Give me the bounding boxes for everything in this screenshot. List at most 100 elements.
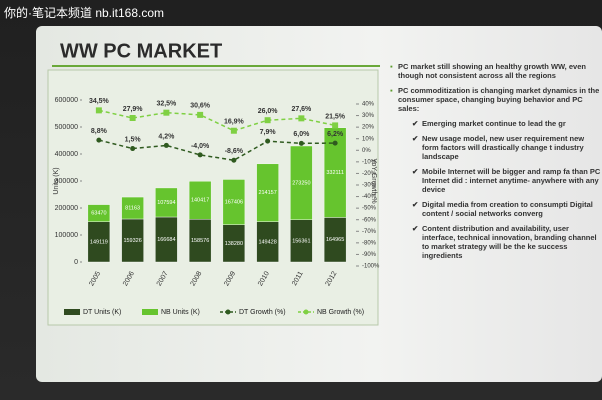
y2-tick-label: 40% <box>362 102 375 108</box>
sub-bullet: Mobile Internet will be bigger and ramp … <box>412 167 602 194</box>
y2-tick-label: -90% <box>362 252 377 258</box>
site-header: 你的·笔记本频道 nb.it168.com <box>4 6 165 20</box>
y2-tick-label: 10% <box>362 136 375 142</box>
sub-bullet: Content distribution and availability, u… <box>412 224 602 260</box>
chart-frame <box>47 69 379 326</box>
bullet: PC commoditization is changing market dy… <box>390 86 602 113</box>
marker <box>163 142 169 148</box>
y2-tick-label: -100% <box>362 264 380 270</box>
y2-tick-label: -50% <box>362 206 377 212</box>
bar-label: 140417 <box>191 198 209 204</box>
y2-tick-label: -30% <box>362 183 377 189</box>
y2-tick-label: 30% <box>362 113 375 119</box>
marker <box>264 117 271 124</box>
sub-bullet: Digital media from creation to consumpti… <box>412 200 602 218</box>
y2-tick-label: -60% <box>362 217 377 223</box>
bar-label: 158576 <box>191 238 209 244</box>
bar-label: 81163 <box>125 205 140 211</box>
y2-tick-label: -20% <box>362 171 377 177</box>
y-tick-label: 200000 <box>55 205 78 212</box>
bullet: PC market still showing an healthy growt… <box>390 62 602 80</box>
marker <box>298 115 305 122</box>
growth-label: 4,2% <box>158 133 175 140</box>
bar <box>155 187 178 218</box>
sub-bullet: New usage model, new user requirement ne… <box>412 134 602 161</box>
bar-label: 138280 <box>225 241 243 247</box>
y2-tick-label: -10% <box>362 159 377 165</box>
marker <box>197 111 204 118</box>
growth-label: 27,6% <box>291 106 312 113</box>
growth-label: 6,0% <box>293 131 310 138</box>
y-tick-label: 600000 <box>55 97 78 104</box>
bar-label: 63470 <box>91 211 106 217</box>
marker <box>265 138 271 144</box>
legend-label: NB Units (K) <box>161 309 200 316</box>
growth-label: 21,5% <box>325 113 346 120</box>
growth-label: 30,6% <box>190 103 211 110</box>
growth-label: 27,9% <box>123 106 144 113</box>
bar-label: 107594 <box>157 200 175 206</box>
bar-label: 149428 <box>258 239 276 245</box>
y-tick-label: 400000 <box>55 151 78 158</box>
marker <box>163 109 170 116</box>
y2-axis-label: YoY Growth % <box>370 158 377 203</box>
marker <box>231 157 237 163</box>
marker <box>332 140 338 146</box>
bar-label: 159326 <box>123 238 141 244</box>
marker <box>96 137 102 143</box>
marker <box>130 146 136 152</box>
y-tick-label: 500000 <box>55 124 78 131</box>
chart-title: WW PC MARKET <box>60 40 222 62</box>
marker <box>298 140 304 146</box>
bar-label: 167406 <box>225 200 243 206</box>
bar <box>87 204 111 222</box>
y-tick-label: 100000 <box>55 232 78 239</box>
growth-label: 1,5% <box>125 136 142 143</box>
bar <box>222 179 246 225</box>
growth-label: 6,2% <box>327 131 344 138</box>
y-tick-label: 300000 <box>55 178 78 185</box>
bar <box>290 145 313 220</box>
growth-label: -4,0% <box>191 143 210 150</box>
legend-label: NB Growth (%) <box>317 309 364 316</box>
bar-label: 156361 <box>292 238 310 244</box>
legend-label: DT Growth (%) <box>239 309 286 316</box>
growth-label: 34,5% <box>89 98 110 105</box>
growth-line <box>98 139 336 162</box>
marker <box>129 115 136 122</box>
bar-label: 214157 <box>258 190 276 196</box>
sub-bullet: Emerging market continue to lead the gr <box>412 119 602 128</box>
growth-label: -8,6% <box>225 148 244 155</box>
y-tick-label: 0 <box>74 259 78 266</box>
y-axis-label: Units (K) <box>53 167 60 194</box>
marker <box>332 122 339 129</box>
bar-label: 332111 <box>326 170 344 176</box>
y2-tick-label: 20% <box>362 125 375 131</box>
bar <box>256 163 279 222</box>
bar <box>188 181 212 220</box>
bar-label: 164965 <box>326 237 344 243</box>
legend-label: DT Units (K) <box>83 309 121 316</box>
growth-line <box>98 109 336 132</box>
bar-label: 273250 <box>292 180 310 186</box>
y2-tick-label: -40% <box>362 194 377 200</box>
growth-label: 26,0% <box>258 108 279 115</box>
legend-swatch <box>142 309 158 315</box>
y2-tick-label: -70% <box>362 229 377 235</box>
notes: PC market still showing an healthy growt… <box>390 62 602 266</box>
bar-label: 166684 <box>157 237 175 243</box>
y2-tick-label: 0% <box>362 148 371 154</box>
y2-tick-label: -80% <box>362 240 377 246</box>
bar <box>121 196 144 220</box>
growth-label: 32,5% <box>156 101 177 108</box>
bar-label: 149119 <box>90 239 108 245</box>
growth-label: 8,8% <box>91 128 108 135</box>
marker <box>230 127 237 134</box>
growth-label: 7,9% <box>260 129 277 136</box>
legend-swatch <box>64 309 80 315</box>
marker <box>95 107 102 114</box>
legend-marker <box>225 309 231 315</box>
legend-marker <box>303 309 309 315</box>
marker <box>197 152 203 158</box>
